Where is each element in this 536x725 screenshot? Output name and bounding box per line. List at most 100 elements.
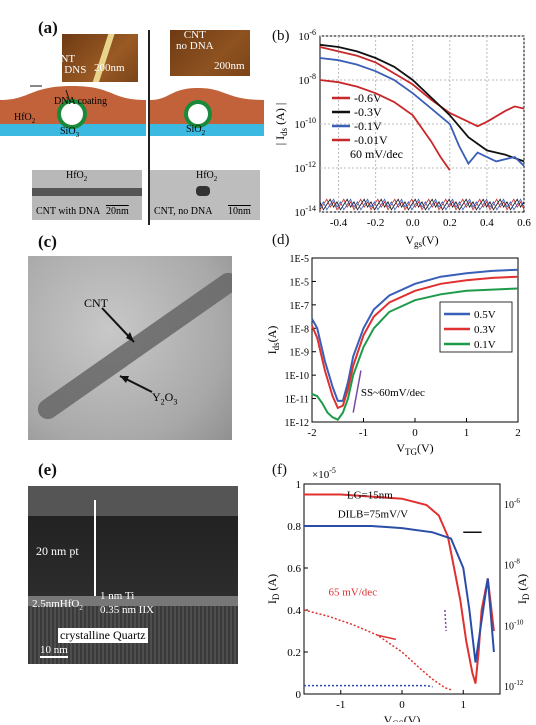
chart-b-series-line [319,57,525,167]
chart-b-xtick: 0.0 [406,217,420,229]
chart-f-series-line [303,609,452,691]
chart-d: -2 -1 0 1 2 1E-5 1E-5 1E-7 1E-8 1E-9 1E-10 1E-11 1E-… [265,254,521,456]
tem-right-caption: CNT, no DNA [154,206,213,217]
y2o3-sub1: 2 [160,397,165,407]
y2o3-y: Y [152,390,161,404]
chart-d-xtick: 1 [464,427,470,439]
chart-b-ytick: 10-6 [298,28,316,43]
chart-b-ytick: 10-8 [298,72,316,87]
tem-right-hfo2-text: HfO [196,170,214,181]
sio2-left-sub: 3 [75,131,80,139]
tem-left-hfo2-sub: 2 [83,175,88,183]
chart-b-legend-label: -0.6V [354,91,382,105]
chart-d-xtick: -2 [307,427,316,439]
chart-d-legend-label: 0.1V [474,339,496,351]
chart-f-ytick-left: 0.6 [287,563,301,575]
y2o3-label: Y2O3 [152,390,177,406]
chart-b-xlabel: Vgs(V) [405,233,438,249]
chart-b-ylabel: | Ids (A) | [273,103,289,145]
chart-b-series-line [319,43,525,163]
chart-b-xtick: 0.6 [517,217,531,229]
chart-d-ytick: 1E-7 [290,301,309,312]
schematic-right [150,88,264,136]
chart-b-noise-line [319,198,525,211]
chart-f-xtick: 0 [399,699,405,711]
chart-d-legend-label: 0.3V [474,324,496,336]
schematic-left [0,85,146,136]
chart-f-ytick-right: 10-8 [504,558,520,572]
y2o3-o: O [164,390,174,404]
tem-left-scale: 20nm [106,206,129,217]
chart-f-legend-lg: LG=15nm [347,490,393,502]
chart-f-series-line [304,525,495,663]
chart-b-ytick: 10-14 [294,204,316,219]
chart-f-xtick: -1 [336,699,345,711]
afm-image-left [62,34,138,82]
sio2-right-sub: 2 [201,129,206,137]
chart-d-ytick: 1E-8 [290,324,309,335]
chart-f-ss-slope [444,609,447,632]
chart-d-xlabel: VTG(V) [396,441,433,456]
y2o3-sub2: 3 [173,397,178,407]
chart-f-ytick-left: 0 [296,689,302,701]
chart-f-ytick-left: 0.2 [287,647,301,659]
chart-d-ytick: 1E-10 [285,371,309,382]
quartz-label: crystalline Quartz [58,628,148,643]
sio2-left-label: SiO3 [60,126,79,139]
cnt-label: CNT [84,296,108,310]
chart-d-series-line [311,268,519,402]
sio2-right-label: SiO2 [186,124,205,137]
chart-b-ytick: 10-12 [294,160,316,175]
tem-right-hfo2-sub: 2 [213,175,218,183]
chart-f-series-line [304,684,433,688]
hfo2-layer-label: 2.5nmHfO2 [32,598,83,612]
panel-b-label: (b) [272,28,290,44]
hfo2-layer-sub: 2 [79,604,83,613]
iix-label: 0.35 nm IIX [100,604,155,616]
pt-label: 20 nm pt [36,544,79,558]
chart-b-legend-label: -0.3V [354,105,382,119]
sio2-left-text: SiO [60,126,76,137]
chart-b-noise-line [319,198,525,211]
chart-d-ytick: 1E-12 [285,418,309,429]
chart-d-xtick: 2 [515,427,521,439]
tem-left-caption: CNT with DNA [36,206,101,217]
cnt-arrows [101,307,153,393]
chart-b-xtick: -0.2 [367,217,384,229]
tem-image-left [32,170,142,220]
hfo2-left-sub: 2 [31,117,36,125]
chart-d-ytick: 1E-5 [290,277,309,288]
tem-image-right [150,170,260,220]
panel-c-label: (c) [38,232,57,251]
afm-right-scale: 200nm [214,60,245,72]
panel-f-label: (f) [272,462,287,478]
hfo2-layer-text: 2.5nmHfO [32,598,80,610]
chart-b-annotation: 60 mV/dec [350,147,403,161]
chart-d-xtick: -1 [359,427,368,439]
chart-f-multiplier: ×10-5 [312,466,336,481]
panel-e-label: (e) [38,460,57,479]
chart-b: -0.4 -0.2 0.0 0.2 0.4 0.6 10-6 10-8 10-10 10-12 10… [273,28,531,249]
tem-left-hfo2-text: HfO [66,170,84,181]
dna-coating-label: DNA coating [54,96,108,107]
chart-f-annotation: 65 mV/dec [329,586,378,598]
hfo2-left-label: HfO2 [14,112,35,125]
chart-d-ytick: 1E-5 [290,254,309,265]
chart-d-ytick: 1E-9 [290,348,309,359]
chart-b-legend-label: -0.01V [354,133,388,147]
tem-right-scale: 10nm [228,206,251,217]
chart-d-ylabel: Ids(A) [265,326,281,355]
chart-f-arrow-left [377,634,397,641]
chart-b-series-line [319,79,451,171]
chart-b-noise-line [319,198,525,211]
chart-f: -1 0 1 1 0.8 0.6 0.4 0.2 0 10-6 10-8 10-10 10-12 ×10-… [265,466,531,722]
chart-f-ytick-right: 10-10 [504,618,524,632]
tem-image-cnt [28,256,232,440]
chart-f-ytick-right: 10-12 [504,679,524,693]
tem-left-hfo2: HfO2 [66,170,87,183]
chart-f-ytick-right: 10-6 [504,497,520,511]
chart-d-annotation: SS~60mV/dec [361,387,425,399]
ti-label: 1 nm Ti [100,590,135,602]
afm-image-right [170,30,250,76]
chart-b-xtick: -0.4 [330,217,348,229]
